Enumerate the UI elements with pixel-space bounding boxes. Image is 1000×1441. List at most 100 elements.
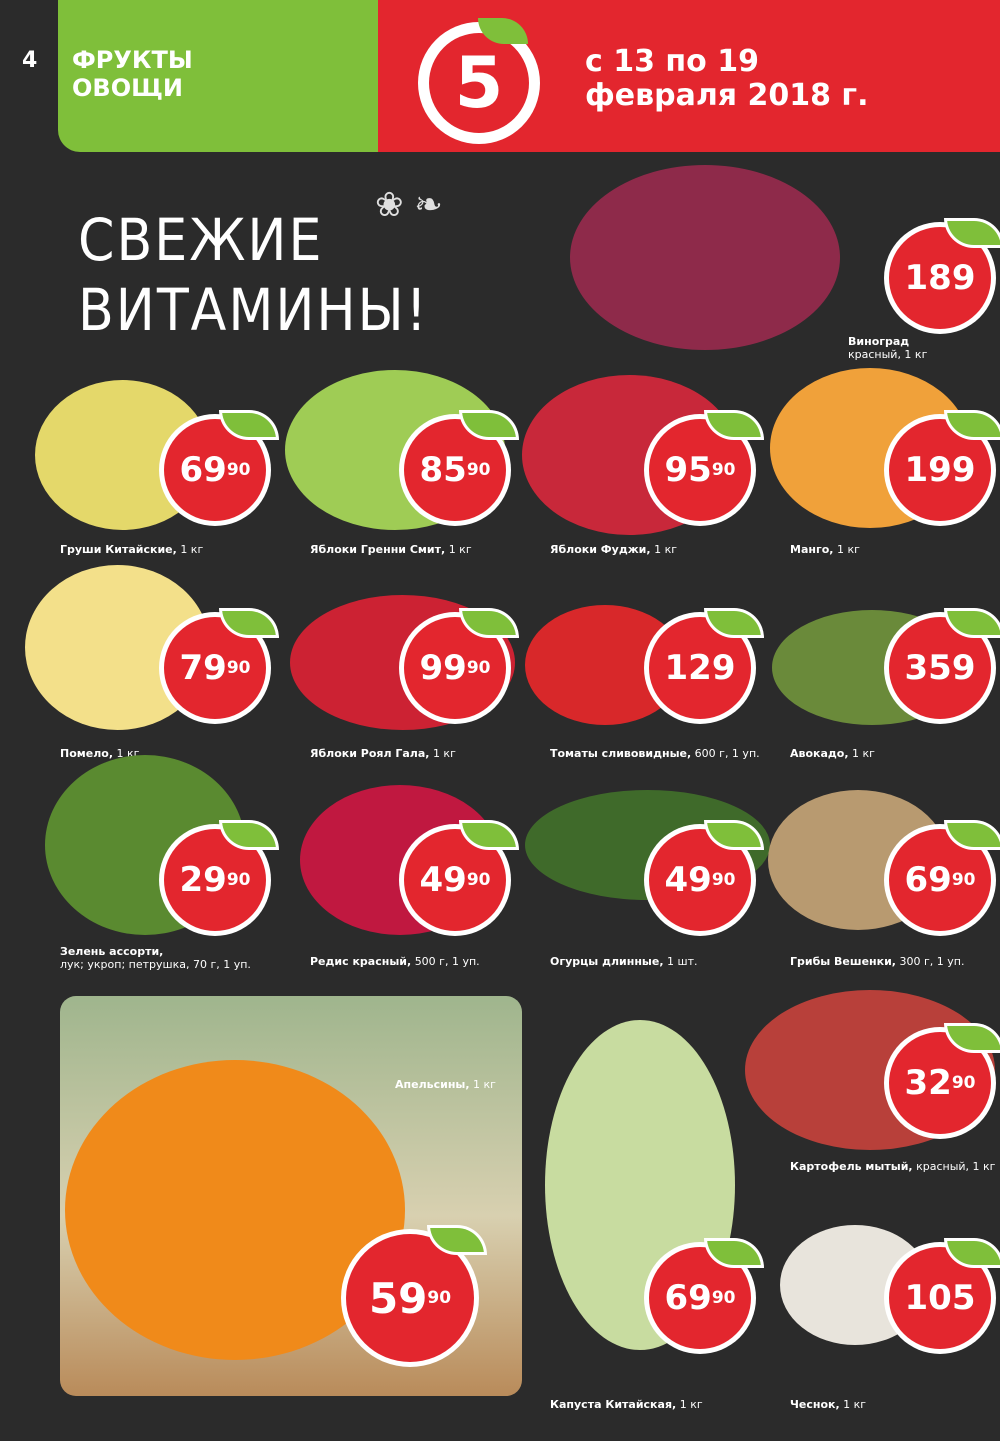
price-main: 359 (904, 648, 976, 688)
headline-line: ВИТАМИНЫ! (78, 276, 429, 344)
price-main: 85 (419, 450, 467, 490)
product-image (570, 165, 840, 350)
product-name: Груши Китайские, (60, 543, 177, 556)
price-badge: 199 (884, 410, 1000, 526)
price-badge: 79 90 (159, 608, 279, 724)
product-name: Чеснок, (790, 1398, 840, 1411)
price-badge: 85 90 (399, 410, 519, 526)
price: 69 90 (889, 829, 991, 931)
price-badge: 95 90 (644, 410, 764, 526)
product-name: Яблоки Роял Гала, (310, 747, 430, 760)
pyaterochka-logo: 5 (418, 18, 540, 144)
product-name: Виноград (848, 335, 910, 348)
product-name: Грибы Вешенки, (790, 955, 896, 968)
product-name: Яблоки Фуджи, (550, 543, 651, 556)
product-label: Груши Китайские, 1 кг (60, 543, 203, 556)
product-detail: 1 кг (852, 747, 875, 760)
product-detail: 1 кг (836, 543, 860, 556)
price-cents: 90 (711, 460, 736, 480)
product-detail: 1 кг (180, 543, 204, 556)
price-main: 69 (179, 450, 227, 490)
dates-line: февраля 2018 г. (585, 78, 869, 113)
price-cents: 90 (226, 658, 251, 678)
price-badge: 69 90 (159, 410, 279, 526)
price: 69 90 (649, 1247, 751, 1349)
product-detail: 1 кг (654, 543, 677, 556)
product-detail: 500 г, 1 уп. (414, 955, 480, 968)
price-main: 79 (179, 648, 227, 688)
price-main: 105 (904, 1278, 976, 1318)
price-main: 69 (904, 860, 952, 900)
product-detail: 1 шт. (667, 955, 698, 968)
product-label: Виноград красный, 1 кг (848, 335, 927, 361)
price-main: 199 (904, 450, 976, 490)
price-badge: 99 90 (399, 608, 519, 724)
headline-line: СВЕЖИЕ (78, 206, 324, 274)
product-name: Томаты сливовидные, (550, 747, 692, 760)
price-badge: 49 90 (399, 820, 519, 936)
product-name: Апельсины, (395, 1078, 470, 1091)
product-name: Помело, (60, 747, 114, 760)
price-badge: 59 90 (341, 1225, 487, 1367)
product-label: Грибы Вешенки, 300 г, 1 уп. (790, 955, 964, 968)
product-detail: 1 кг (679, 1398, 703, 1411)
category-banner (58, 0, 388, 152)
price-cents: 90 (711, 870, 736, 890)
price-cents: 90 (226, 870, 251, 890)
price-cents: 90 (711, 1288, 736, 1308)
price-main: 59 (368, 1273, 428, 1323)
price: 189 (889, 227, 991, 329)
category-title: ФРУКТЫ ОВОЩИ (72, 46, 193, 102)
product-label: Томаты сливовидные, 600 г, 1 уп. (550, 747, 760, 760)
price-main: 49 (419, 860, 467, 900)
price-badge: 29 90 (159, 820, 279, 936)
price-main: 29 (179, 860, 227, 900)
logo-mark: 5 (429, 33, 529, 133)
product-detail: 1 кг (843, 1398, 867, 1411)
price-main: 95 (664, 450, 712, 490)
price: 59 90 (346, 1234, 474, 1362)
product-label: Редис красный, 500 г, 1 уп. (310, 955, 480, 968)
page-number: 4 (22, 48, 38, 73)
price-badge: 359 (884, 608, 1000, 724)
price-cents: 90 (466, 460, 491, 480)
price: 32 90 (889, 1032, 991, 1134)
product-name: Манго, (790, 543, 834, 556)
grape-doodle-icon: ❀ ❧ (375, 185, 443, 225)
headline: СВЕЖИЕ ВИТАМИНЫ! (78, 205, 429, 345)
price-cents: 90 (951, 1073, 976, 1093)
product-detail: лук; укроп; петрушка, 70 г, 1 уп. (60, 958, 251, 971)
price-main: 32 (904, 1063, 952, 1103)
price-cents: 90 (951, 870, 976, 890)
price-main: 69 (664, 1278, 712, 1318)
price-badge: 105 (884, 1238, 1000, 1354)
product-label: Яблоки Фуджи, 1 кг (550, 543, 677, 556)
product-label: Огурцы длинные, 1 шт. (550, 955, 697, 968)
product-label: Капуста Китайская, 1 кг (550, 1398, 703, 1411)
product-detail: 300 г, 1 уп. (899, 955, 965, 968)
product-name: Огурцы длинные, (550, 955, 664, 968)
price-badge: 69 90 (644, 1238, 764, 1354)
product-label: Яблоки Гренни Смит, 1 кг (310, 543, 472, 556)
price-badge: 189 (884, 218, 1000, 334)
dates-line: с 13 по 19 (585, 44, 759, 79)
product-label: Яблоки Роял Гала, 1 кг (310, 747, 456, 760)
price-main: 99 (419, 648, 467, 688)
product-name: Яблоки Гренни Смит, (310, 543, 446, 556)
product-name: Капуста Китайская, (550, 1398, 677, 1411)
product-detail: 1 кг (432, 747, 456, 760)
price-badge: 69 90 (884, 820, 1000, 936)
price-badge: 129 (644, 608, 764, 724)
product-detail: красный, 1 кг (848, 348, 928, 361)
product-label: Манго, 1 кг (790, 543, 860, 556)
price-badge: 32 90 (884, 1023, 1000, 1139)
category-line: ФРУКТЫ (72, 46, 193, 74)
product-label: Картофель мытый, красный, 1 кг (790, 1160, 995, 1173)
product-name: Редис красный, (310, 955, 412, 968)
price-cents: 90 (427, 1288, 452, 1308)
price-cents: 90 (466, 870, 491, 890)
product-name: Авокадо, (790, 747, 849, 760)
product-name: Зелень ассорти, (60, 945, 164, 958)
price-cents: 90 (466, 658, 491, 678)
category-line: ОВОЩИ (72, 74, 183, 102)
